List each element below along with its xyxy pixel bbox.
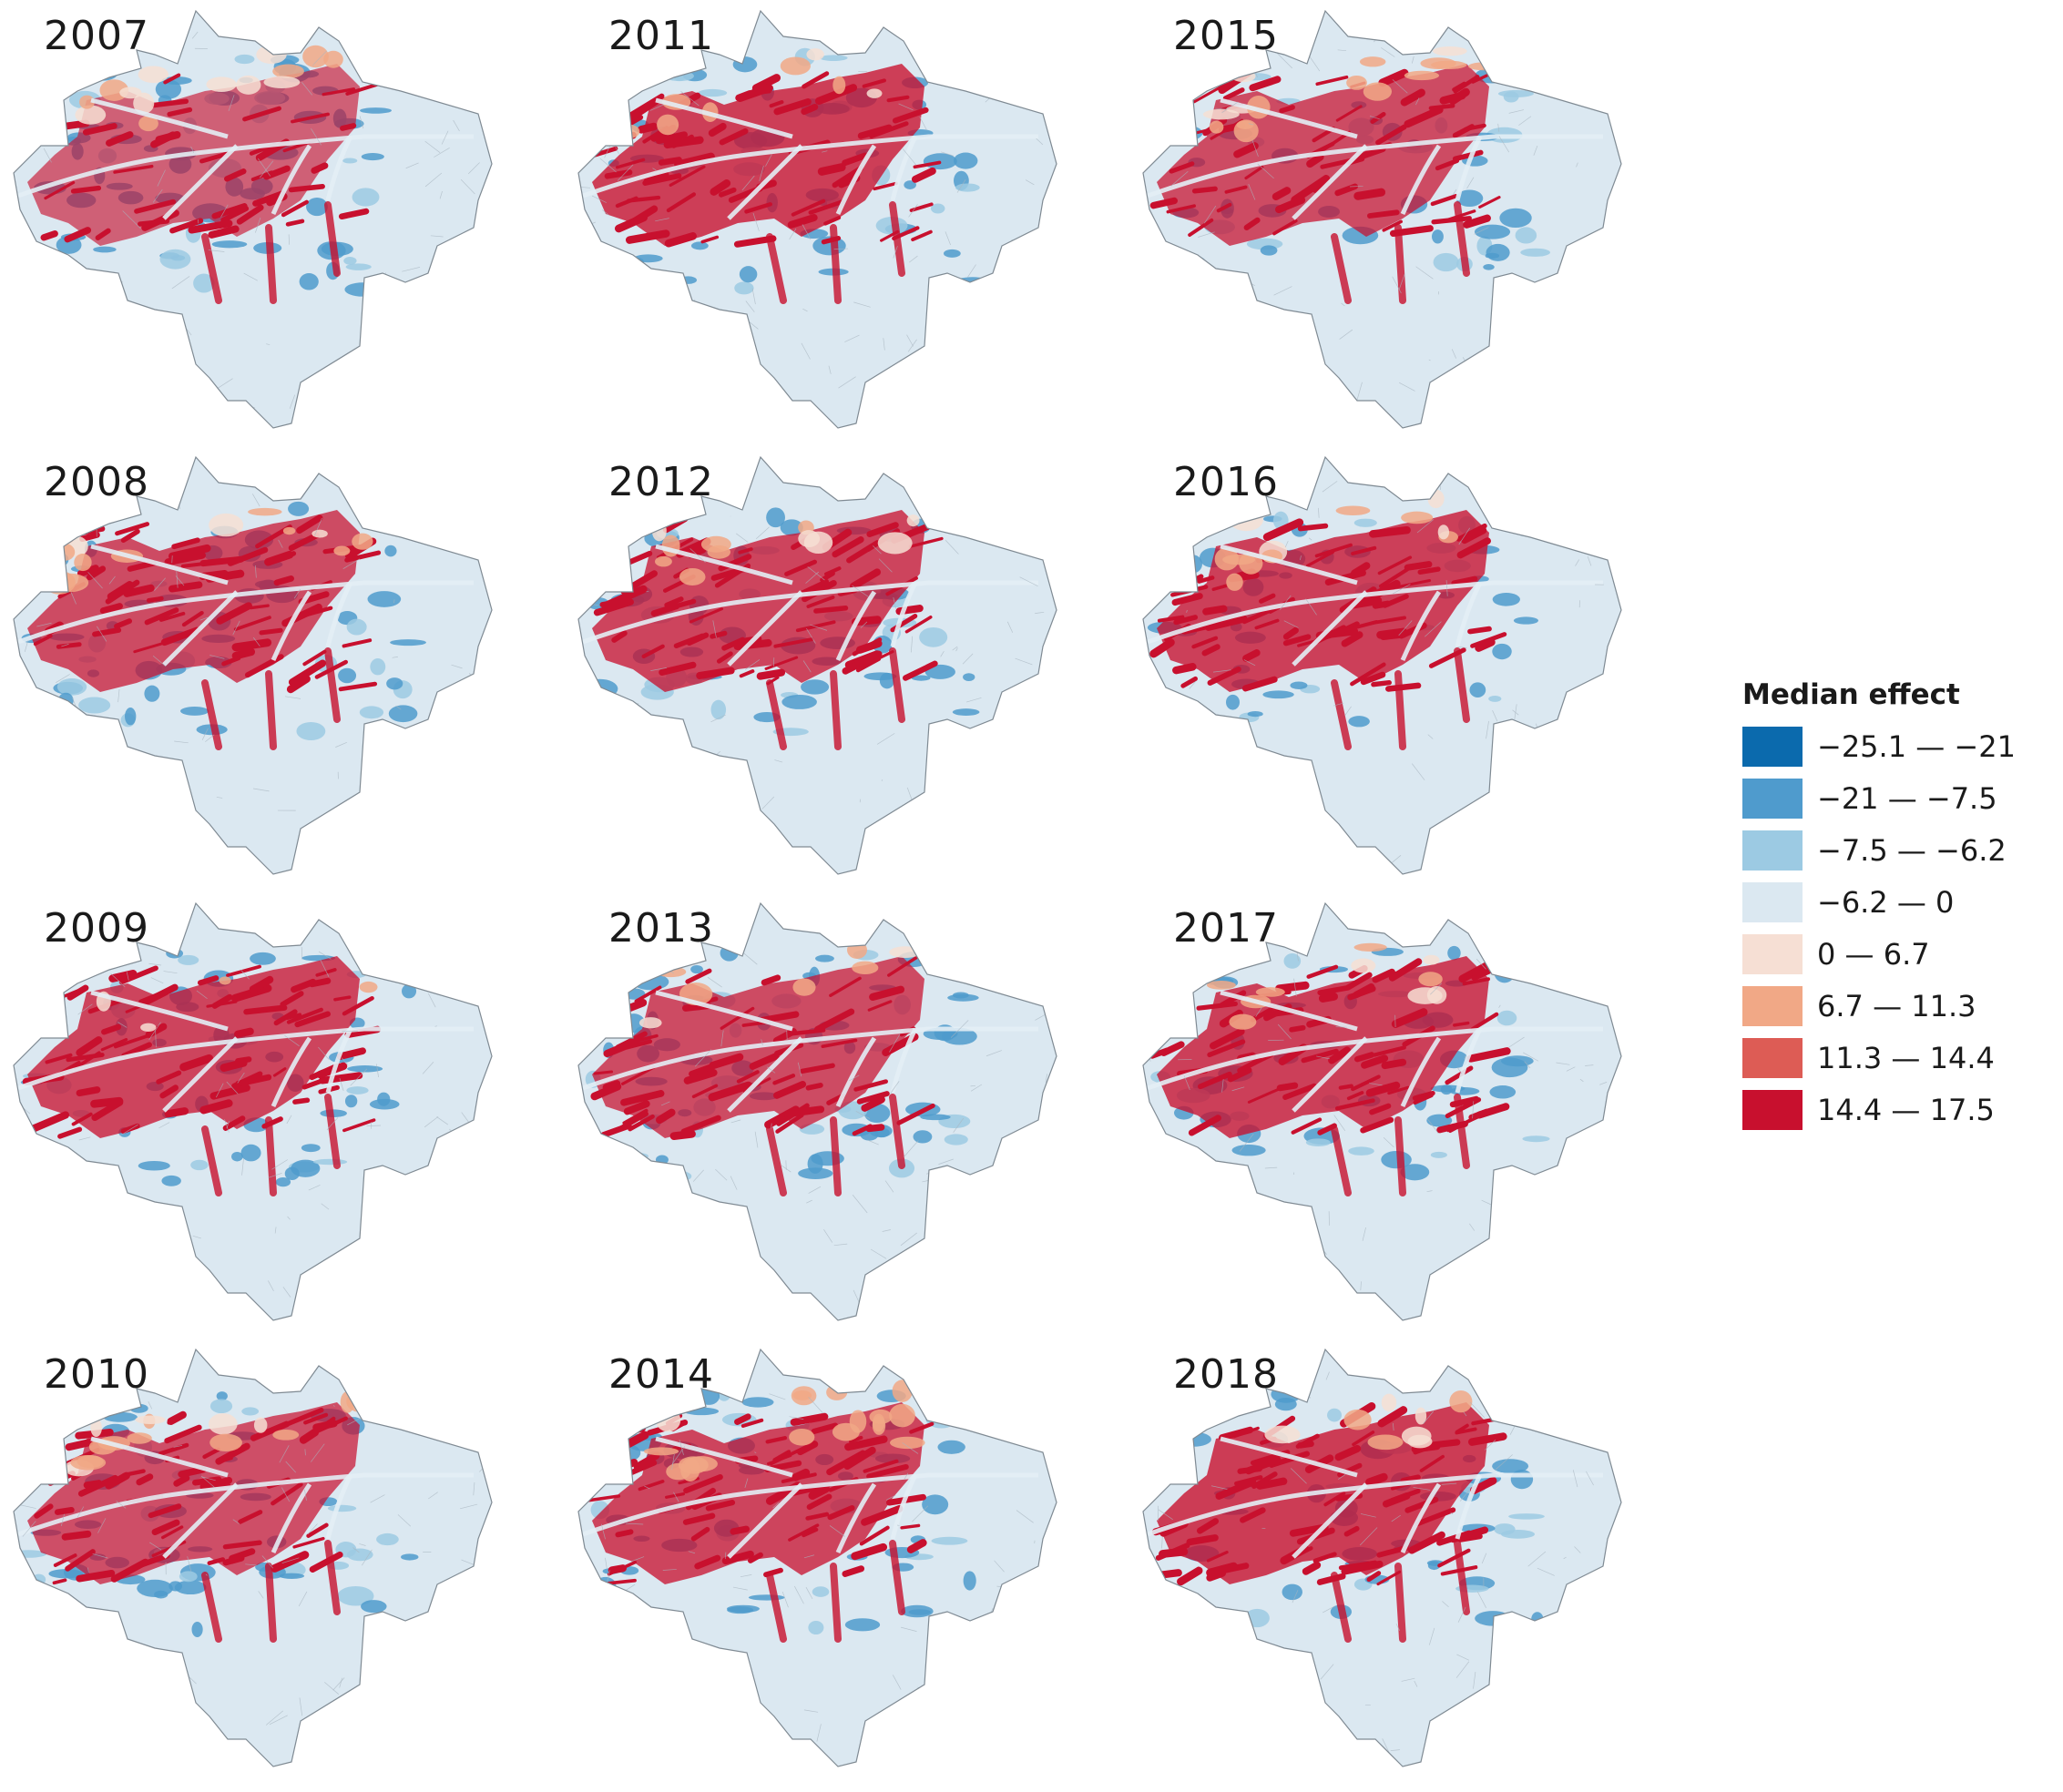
- year-label: 2015: [1173, 13, 1279, 59]
- legend-label: 14.4 — 17.5: [1817, 1092, 1995, 1127]
- legend-item: 6.7 — 11.3: [1742, 980, 2052, 1032]
- legend-swatch: [1742, 1089, 1803, 1130]
- effect-patches: [1147, 473, 1616, 866]
- map-panel-2014: 2014: [565, 1339, 1129, 1776]
- legend-items: −25.1 — −21 −21 — −7.5 −7.5 — −6.2 −6.2 — 0…: [1742, 720, 2052, 1135]
- map-panel-2012: 2012: [565, 446, 1129, 883]
- legend-item: 11.3 — 14.4: [1742, 1032, 2052, 1084]
- amazon-map: [13, 1348, 493, 1767]
- year-label: 2018: [1173, 1351, 1279, 1398]
- legend-item: −25.1 — −21: [1742, 720, 2052, 772]
- amazon-map: [1142, 455, 1622, 875]
- legend-label: 6.7 — 11.3: [1817, 988, 1976, 1023]
- map-panel-2015: 2015: [1129, 0, 1694, 437]
- year-label: 2011: [608, 13, 714, 59]
- amazon-map: [13, 9, 493, 429]
- map-panel-2008: 2008: [0, 446, 565, 883]
- legend-item: −21 — −7.5: [1742, 772, 2052, 824]
- map-panel-2010: 2010: [0, 1339, 565, 1776]
- legend-item: 14.4 — 17.5: [1742, 1084, 2052, 1135]
- amazon-map: [577, 1348, 1057, 1767]
- legend-label: −7.5 — −6.2: [1817, 832, 2007, 868]
- legend-swatch: [1742, 778, 1803, 819]
- map-panel-2018: 2018: [1129, 1339, 1694, 1776]
- year-label: 2007: [44, 13, 149, 59]
- effect-patches: [581, 921, 1054, 1308]
- legend-swatch: [1742, 985, 1803, 1026]
- legend-swatch: [1742, 726, 1803, 767]
- amazon-map: [577, 9, 1057, 429]
- legend-label: −6.2 — 0: [1817, 884, 1955, 920]
- year-label: 2013: [608, 905, 714, 952]
- year-label: 2017: [1173, 905, 1279, 952]
- amazon-map: [577, 455, 1057, 875]
- legend-label: −25.1 — −21: [1817, 728, 2016, 764]
- legend-title: Median effect: [1742, 678, 1960, 711]
- legend-item: 0 — 6.7: [1742, 928, 2052, 980]
- effect-patches: [1147, 29, 1621, 428]
- year-label: 2009: [44, 905, 149, 952]
- amazon-map: [1142, 901, 1622, 1321]
- effect-patches: [14, 1349, 492, 1763]
- amazon-map: [13, 901, 493, 1321]
- year-label: 2016: [1173, 459, 1279, 505]
- effect-patches: [581, 474, 1054, 874]
- legend-label: 11.3 — 14.4: [1817, 1040, 1995, 1075]
- map-panel-2009: 2009: [0, 892, 565, 1329]
- effect-patches: [578, 13, 1044, 428]
- effect-patches: [1147, 1355, 1616, 1755]
- map-panel-2007: 2007: [0, 0, 565, 437]
- amazon-map: [1142, 9, 1622, 429]
- legend-swatch: [1742, 830, 1803, 871]
- map-panel-2011: 2011: [565, 0, 1129, 437]
- legend-swatch: [1742, 933, 1803, 974]
- map-panel-2017: 2017: [1129, 892, 1694, 1329]
- amazon-map: [13, 455, 493, 875]
- year-label: 2012: [608, 459, 714, 505]
- legend-label: −21 — −7.5: [1817, 780, 1997, 816]
- legend-swatch: [1742, 1037, 1803, 1078]
- year-label: 2010: [44, 1351, 149, 1398]
- legend-label: 0 — 6.7: [1817, 936, 1930, 972]
- map-grid: 2007 2011 2015 2008 2012 2016 2009 2013 2017 2010…: [0, 0, 1694, 1776]
- legend-item: −7.5 — −6.2: [1742, 824, 2052, 876]
- amazon-map: [577, 901, 1057, 1321]
- amazon-map: [1142, 1348, 1622, 1767]
- legend-swatch: [1742, 881, 1803, 922]
- year-label: 2008: [44, 459, 149, 505]
- legend: Median effect −25.1 — −21 −21 — −7.5 −7.5 …: [1742, 678, 2052, 1135]
- map-panel-2016: 2016: [1129, 446, 1694, 883]
- year-label: 2014: [608, 1351, 714, 1398]
- legend-item: −6.2 — 0: [1742, 876, 2052, 928]
- map-panel-2013: 2013: [565, 892, 1129, 1329]
